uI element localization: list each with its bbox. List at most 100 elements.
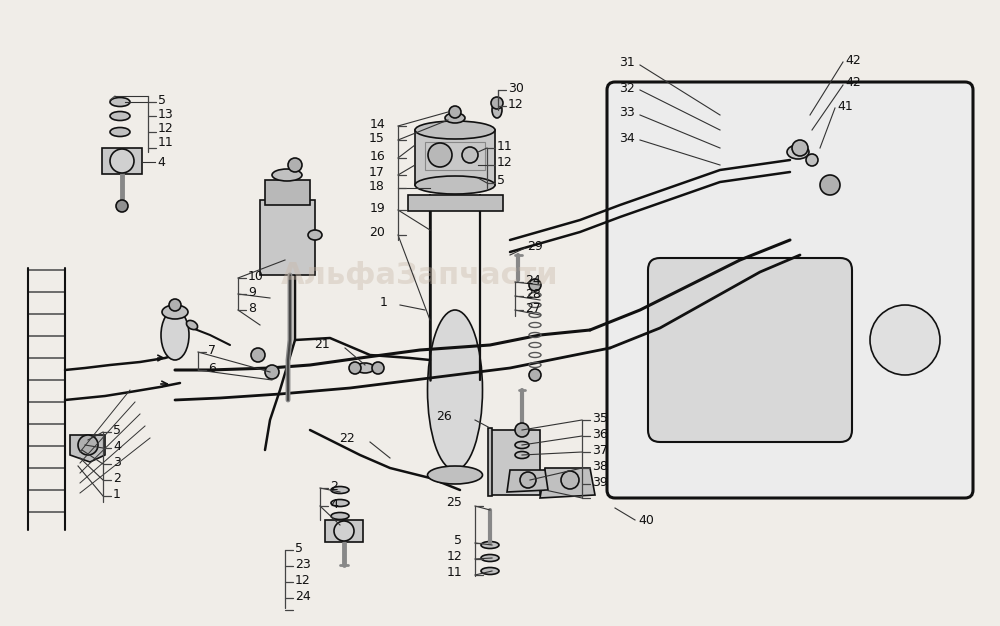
- Text: 31: 31: [619, 56, 635, 68]
- Text: 13: 13: [158, 108, 174, 120]
- Text: 23: 23: [295, 558, 311, 570]
- Text: 5: 5: [454, 535, 462, 548]
- Text: 12: 12: [508, 98, 524, 111]
- Bar: [325, 520, 363, 542]
- Text: 10: 10: [248, 270, 264, 282]
- Circle shape: [529, 279, 541, 291]
- Text: 5: 5: [113, 424, 121, 436]
- Ellipse shape: [356, 363, 374, 373]
- Bar: [415, 130, 495, 185]
- Text: 12: 12: [446, 550, 462, 563]
- Circle shape: [462, 147, 478, 163]
- Text: 24: 24: [295, 590, 311, 602]
- Ellipse shape: [186, 321, 198, 329]
- Text: 38: 38: [592, 459, 608, 473]
- Ellipse shape: [308, 230, 322, 240]
- Text: 27: 27: [525, 302, 541, 314]
- Text: 20: 20: [369, 227, 385, 240]
- Circle shape: [169, 299, 181, 311]
- Text: 7: 7: [208, 344, 216, 356]
- Circle shape: [449, 106, 461, 118]
- Ellipse shape: [481, 555, 499, 562]
- Text: 14: 14: [369, 118, 385, 130]
- Text: 5: 5: [295, 541, 303, 555]
- Text: 11: 11: [446, 567, 462, 580]
- Ellipse shape: [110, 98, 130, 106]
- Circle shape: [349, 362, 361, 374]
- Ellipse shape: [331, 486, 349, 493]
- Text: 19: 19: [369, 202, 385, 215]
- Text: 9: 9: [248, 285, 256, 299]
- Circle shape: [78, 435, 98, 455]
- Text: 4: 4: [330, 498, 338, 510]
- Polygon shape: [540, 468, 595, 498]
- Text: 12: 12: [158, 121, 174, 135]
- Circle shape: [520, 472, 536, 488]
- Bar: [490, 430, 540, 495]
- Text: 26: 26: [436, 411, 452, 424]
- Text: 11: 11: [158, 135, 174, 148]
- Text: 40: 40: [638, 513, 654, 526]
- Text: 18: 18: [369, 180, 385, 193]
- Ellipse shape: [110, 111, 130, 120]
- Text: 6: 6: [208, 361, 216, 374]
- Circle shape: [529, 369, 541, 381]
- Ellipse shape: [428, 310, 482, 470]
- Text: 32: 32: [619, 81, 635, 95]
- Circle shape: [820, 175, 840, 195]
- Circle shape: [334, 521, 354, 541]
- Text: 4: 4: [157, 155, 165, 168]
- Text: 4: 4: [113, 439, 121, 453]
- Text: 41: 41: [837, 100, 853, 113]
- Circle shape: [870, 305, 940, 375]
- Bar: [488, 428, 492, 496]
- Circle shape: [372, 362, 384, 374]
- Circle shape: [428, 143, 452, 167]
- Polygon shape: [70, 435, 105, 462]
- Circle shape: [251, 348, 265, 362]
- Circle shape: [265, 365, 279, 379]
- Text: 21: 21: [314, 339, 330, 352]
- Text: 12: 12: [497, 156, 513, 170]
- Text: 42: 42: [845, 76, 861, 90]
- Text: 28: 28: [525, 287, 541, 300]
- Text: 11: 11: [497, 140, 513, 153]
- Text: 3: 3: [113, 456, 121, 468]
- FancyBboxPatch shape: [648, 258, 852, 442]
- Ellipse shape: [481, 541, 499, 548]
- Text: 1: 1: [113, 488, 121, 501]
- Text: 5: 5: [497, 175, 505, 188]
- Circle shape: [515, 423, 529, 437]
- Text: 2: 2: [330, 480, 338, 493]
- Ellipse shape: [161, 310, 189, 360]
- Ellipse shape: [515, 451, 529, 458]
- Text: 36: 36: [592, 428, 608, 441]
- Text: 42: 42: [845, 53, 861, 66]
- Text: 33: 33: [619, 106, 635, 120]
- Bar: [265, 180, 310, 205]
- Ellipse shape: [415, 121, 495, 139]
- Circle shape: [792, 140, 808, 156]
- Ellipse shape: [110, 128, 130, 136]
- Text: 16: 16: [369, 150, 385, 163]
- Text: 12: 12: [295, 573, 311, 587]
- Bar: [425, 142, 485, 170]
- Ellipse shape: [492, 102, 502, 118]
- Circle shape: [116, 200, 128, 212]
- Text: 34: 34: [619, 131, 635, 145]
- Text: 22: 22: [339, 431, 355, 444]
- Bar: [102, 148, 142, 174]
- Text: 35: 35: [592, 411, 608, 424]
- Ellipse shape: [331, 500, 349, 506]
- Text: 24: 24: [525, 274, 541, 287]
- Ellipse shape: [272, 169, 302, 181]
- Circle shape: [561, 471, 579, 489]
- Circle shape: [806, 154, 818, 166]
- Ellipse shape: [162, 305, 188, 319]
- Ellipse shape: [787, 145, 809, 159]
- Text: 25: 25: [446, 496, 462, 510]
- Ellipse shape: [415, 176, 495, 194]
- Text: 30: 30: [508, 81, 524, 95]
- Circle shape: [288, 158, 302, 172]
- Circle shape: [110, 149, 134, 173]
